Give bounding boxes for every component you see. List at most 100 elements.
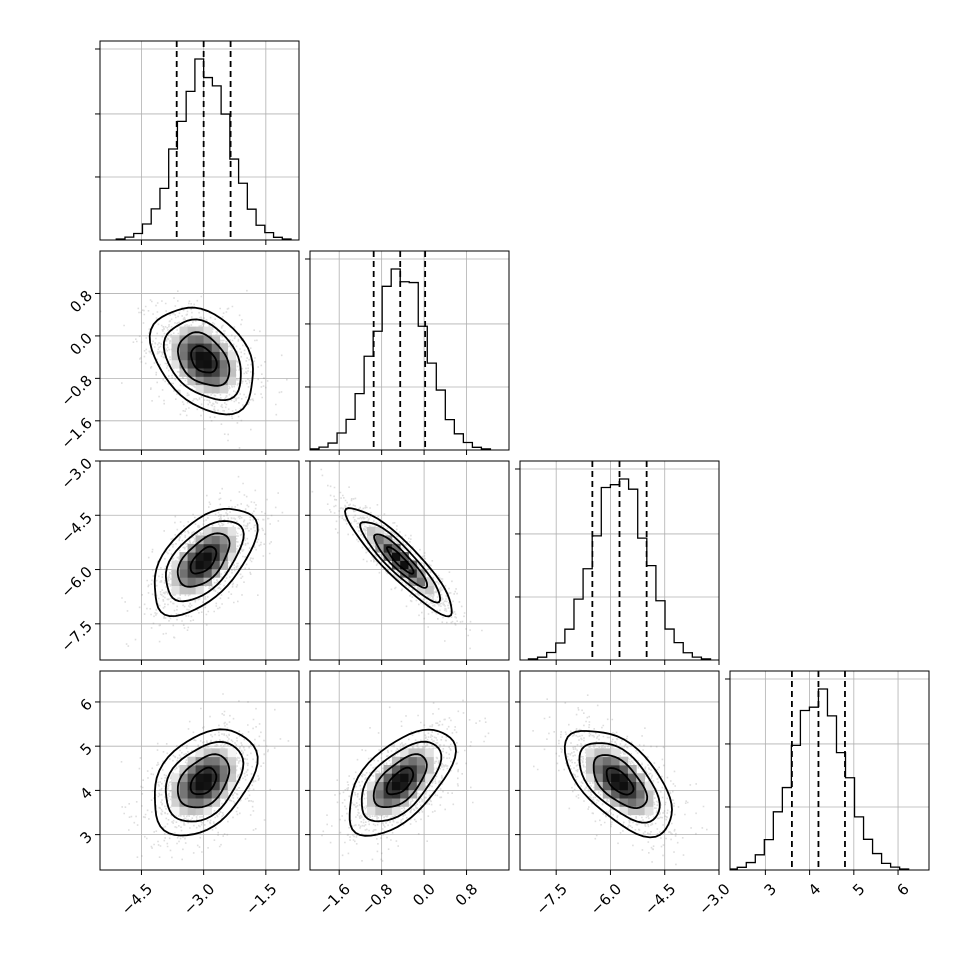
density-cell [594,748,604,758]
density-cell [171,351,180,361]
panel-plot-area [100,41,299,240]
density-cell [375,798,384,807]
density-cell [400,748,409,758]
density-cell [594,773,604,782]
density-cell [586,748,595,758]
density-cell [400,756,409,766]
density-cell [195,798,204,807]
density-cell [602,748,612,758]
density-cell [367,806,376,816]
density-cell [203,552,212,561]
panel-frame [99,250,300,451]
panel-plot-area [730,671,929,870]
panel-frame [729,670,930,871]
density-cell [211,376,221,386]
density-cell [375,527,384,536]
density-cell [408,756,418,766]
density-cell [644,781,654,791]
histogram [730,688,910,870]
density-cell [171,577,180,586]
density-cells [171,748,237,816]
density-cell [400,773,409,782]
density-cell [203,798,212,807]
density-cell [227,368,237,377]
panel-3-1: −1.6 −0.8 0.0 0.8 [305,670,510,919]
density-cell [179,368,188,377]
density-cell [195,384,204,394]
density-cell [187,343,196,352]
y-tick-label: 0.0 [66,329,96,359]
contour-level [154,728,259,837]
density-cell [416,577,426,586]
y-tick-label: 3 [77,828,96,847]
density-cell [636,773,645,782]
density-cell [203,384,212,394]
density-cell [171,560,180,570]
density-cell [611,773,620,782]
y-tick-label: −3.0 [58,454,96,492]
density-cell [425,765,434,774]
density-cell [171,359,180,369]
x-tick-label: −4.5 [641,880,679,918]
contour-level [373,533,428,589]
panel-2-2 [515,460,720,665]
density-cell [400,789,409,799]
density-cell [211,756,221,766]
x-tick-label: −3.0 [695,880,733,918]
density-cell [383,552,393,561]
density-cell [408,765,418,774]
x-tick-label: −4.5 [118,880,156,918]
contour-level [360,740,443,823]
density-cell [227,748,237,758]
density-cell [179,359,188,369]
density-cell [187,765,196,774]
x-tick-label: 3 [761,880,780,899]
panel-3-3: 3 4 5 6 [725,670,930,900]
density-cell [187,577,196,586]
x-tick-label: 6 [893,880,912,899]
density-cell [227,756,237,766]
density-cell [383,543,393,553]
density-cell [179,568,188,578]
density-cell [383,806,393,816]
contour-level [578,742,661,824]
density-cell [400,560,409,570]
density-cell [636,789,645,799]
density-cell [391,543,401,553]
density-cell [586,756,595,766]
density-cell [171,781,180,791]
density-cell [219,789,229,799]
density-cell [219,384,229,394]
sample-points [121,475,284,647]
density-cell [644,806,654,816]
panel-frame [99,40,300,241]
density-cell [227,535,237,545]
density-cell [203,351,212,361]
density-cell [367,789,376,799]
contour-level [148,306,254,416]
panel-plot-area [310,671,509,870]
contour-level [372,753,428,808]
density-cell [391,756,401,766]
density-cell [416,781,426,791]
density-cell [619,773,629,782]
density-cell [195,359,204,369]
density-cell [211,748,221,758]
density-cell [179,577,188,586]
density-cell [619,781,629,791]
density-cell [187,789,196,799]
density-cell [627,798,637,807]
density-cell [594,765,604,774]
density-cell [187,798,196,807]
density-cell [211,543,221,553]
density-cell [187,376,196,386]
contour-level [189,766,218,795]
density-cell [203,748,212,758]
x-tick-label: −6.0 [587,880,625,918]
density-cell [367,781,376,791]
density-cell [211,351,221,361]
density-cell [179,326,188,336]
panel-3-2: −7.5 −6.0 −4.5 −3.0 [515,670,734,919]
density-cell [416,585,426,595]
